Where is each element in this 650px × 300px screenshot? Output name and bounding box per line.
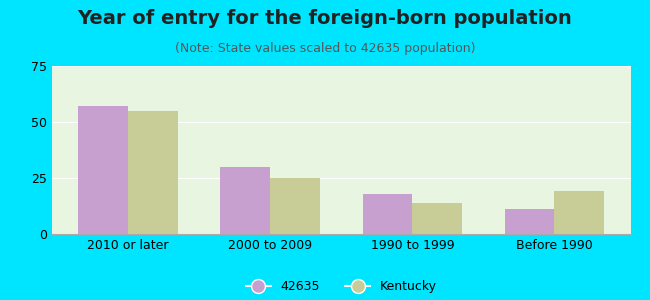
Bar (220, 167, 270, 234)
Bar (270, 178, 320, 234)
Text: Year of entry for the foreign-born population: Year of entry for the foreign-born popul… (77, 9, 573, 28)
Legend: 42635, Kentucky: 42635, Kentucky (240, 275, 442, 298)
Bar (504, 209, 554, 234)
Bar (78, 106, 128, 234)
Bar (554, 191, 604, 234)
Text: (Note: State values scaled to 42635 population): (Note: State values scaled to 42635 popu… (175, 42, 475, 55)
Bar (128, 111, 178, 234)
Bar (412, 202, 462, 234)
Bar (363, 194, 412, 234)
